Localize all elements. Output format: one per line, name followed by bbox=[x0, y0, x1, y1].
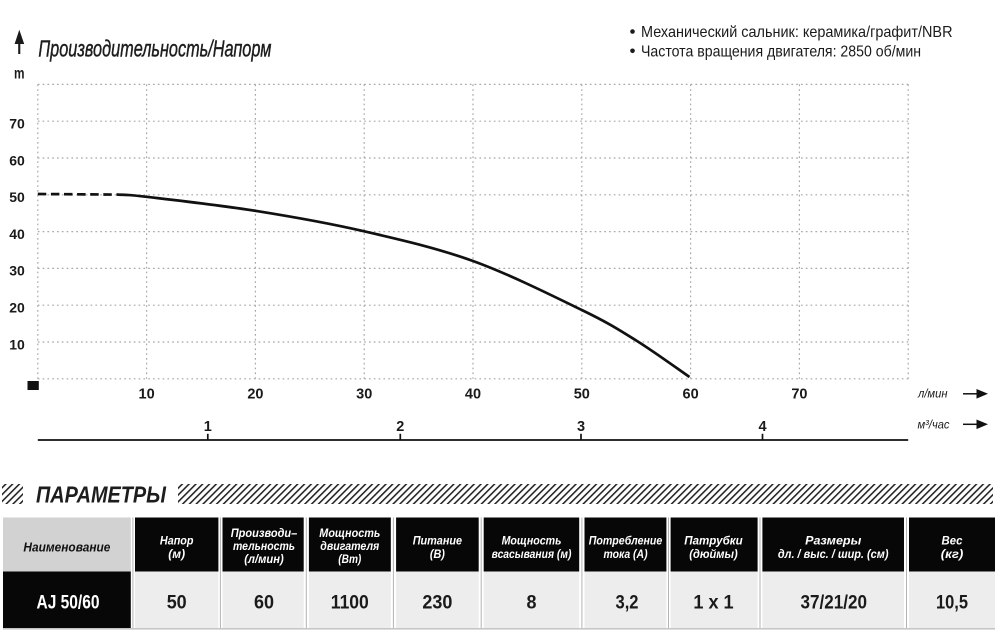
svg-text:3: 3 bbox=[577, 419, 585, 435]
svg-text:(м): (м) bbox=[168, 549, 185, 561]
svg-text:10,5: 10,5 bbox=[936, 592, 968, 613]
svg-text:Размеры: Размеры bbox=[805, 535, 861, 547]
svg-text:30: 30 bbox=[9, 263, 25, 279]
svg-text:2: 2 bbox=[396, 419, 404, 435]
svg-text:тельность: тельность bbox=[233, 541, 295, 553]
svg-text:AJ 50/60: AJ 50/60 bbox=[37, 592, 100, 613]
svg-text:50: 50 bbox=[574, 387, 590, 403]
svg-text:60: 60 bbox=[9, 152, 25, 168]
svg-text:Механический сальник: керамика: Механический сальник: керамика/графит/NB… bbox=[641, 24, 953, 41]
svg-text:20: 20 bbox=[9, 300, 25, 316]
svg-text:Наименование: Наименование bbox=[23, 541, 110, 555]
svg-text:m: m bbox=[14, 66, 25, 83]
svg-text:(кг): (кг) bbox=[941, 549, 964, 561]
svg-text:30: 30 bbox=[356, 387, 372, 403]
svg-text:10: 10 bbox=[139, 387, 155, 403]
svg-text:70: 70 bbox=[791, 387, 807, 403]
svg-text:дл. / выс. / шир. (см): дл. / выс. / шир. (см) bbox=[778, 549, 889, 561]
svg-text:60: 60 bbox=[683, 387, 699, 403]
svg-text:50: 50 bbox=[9, 189, 25, 205]
svg-text:20: 20 bbox=[247, 387, 263, 403]
svg-text:Потребление: Потребление bbox=[589, 535, 663, 547]
svg-text:Патрубки: Патрубки bbox=[684, 535, 743, 547]
svg-text:8: 8 bbox=[527, 592, 537, 613]
svg-text:3,2: 3,2 bbox=[616, 592, 639, 613]
svg-text:всасывания (м): всасывания (м) bbox=[492, 549, 572, 561]
svg-text:(л/мин): (л/мин) bbox=[244, 554, 284, 566]
svg-text:230: 230 bbox=[422, 592, 452, 613]
svg-text:Мощность: Мощность bbox=[502, 535, 562, 547]
svg-text:70: 70 bbox=[9, 116, 25, 132]
svg-text:Мощность: Мощность bbox=[319, 528, 380, 540]
svg-text:(В): (В) bbox=[430, 549, 445, 561]
svg-text:Питание: Питание bbox=[413, 535, 463, 547]
svg-text:37/21/20: 37/21/20 bbox=[801, 592, 868, 613]
svg-text:(дюймы): (дюймы) bbox=[689, 549, 738, 561]
svg-text:40: 40 bbox=[465, 387, 481, 403]
svg-text:50: 50 bbox=[167, 592, 187, 613]
svg-text:Напор: Напор bbox=[160, 535, 194, 547]
svg-text:ПАРАМЕТРЫ: ПАРАМЕТРЫ bbox=[36, 481, 166, 507]
svg-text:(Вт): (Вт) bbox=[338, 554, 361, 566]
svg-text:двигателя: двигателя bbox=[320, 541, 379, 553]
svg-text:60: 60 bbox=[254, 592, 274, 613]
svg-text:м³/час: м³/час bbox=[918, 418, 950, 432]
svg-text:тока (А): тока (А) bbox=[603, 549, 647, 561]
svg-text:10: 10 bbox=[9, 336, 25, 352]
svg-text:л/мин: л/мин bbox=[917, 387, 948, 401]
svg-text:Вес: Вес bbox=[942, 535, 964, 547]
svg-text:40: 40 bbox=[9, 226, 25, 242]
svg-text:1 x 1: 1 x 1 bbox=[693, 592, 734, 613]
svg-text:Частота вращения двигателя: 28: Частота вращения двигателя: 2850 об/мин bbox=[641, 44, 921, 61]
svg-text:1: 1 bbox=[204, 419, 212, 435]
svg-text:Производи–: Производи– bbox=[231, 528, 298, 540]
svg-text:Производительность/Напорм: Производительность/Напорм bbox=[38, 36, 271, 62]
svg-text:4: 4 bbox=[758, 419, 766, 435]
svg-text:1100: 1100 bbox=[331, 592, 369, 613]
